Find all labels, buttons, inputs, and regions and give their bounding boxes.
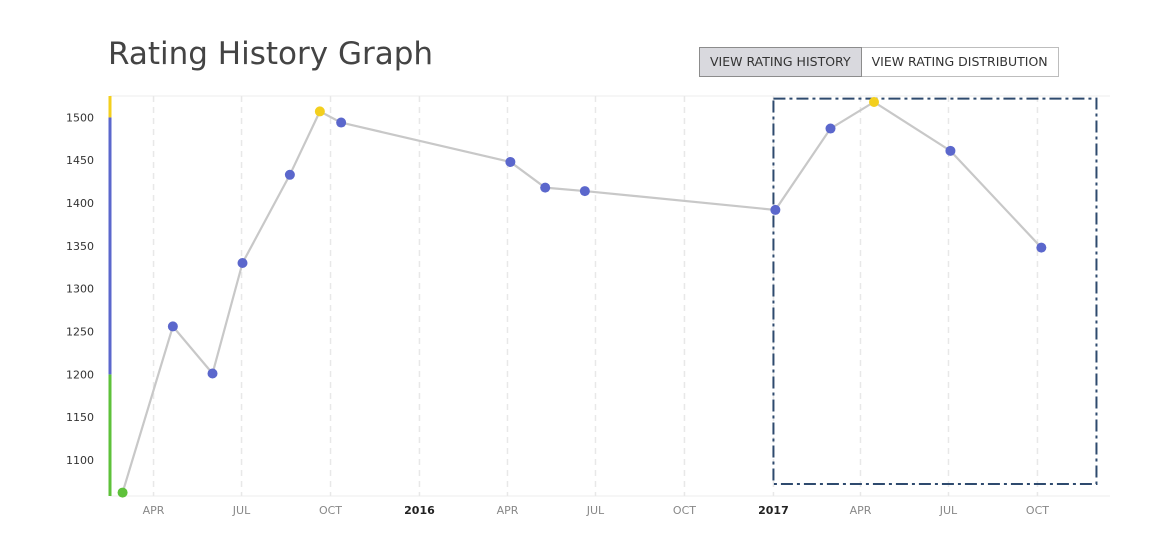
x-tick-label: APR — [143, 504, 165, 517]
data-point — [945, 145, 956, 156]
page-title: Rating History Graph — [108, 36, 434, 72]
view-rating-history-button[interactable]: VIEW RATING HISTORY — [699, 47, 862, 77]
x-tick-label: APR — [497, 504, 519, 517]
view-toggle-group: VIEW RATING HISTORY VIEW RATING DISTRIBU… — [699, 47, 1059, 77]
y-tick-label: 1200 — [66, 368, 94, 381]
y-tick-label: 1450 — [66, 154, 94, 167]
x-tick-label: OCT — [319, 504, 342, 517]
y-tick-label: 1250 — [66, 326, 94, 339]
x-tick-label: JUL — [939, 504, 958, 517]
data-point — [825, 123, 836, 134]
y-tick-label: 1150 — [66, 411, 94, 424]
data-point — [579, 186, 590, 197]
x-tick-label: 2016 — [404, 504, 435, 517]
view-rating-distribution-button[interactable]: VIEW RATING DISTRIBUTION — [861, 47, 1059, 77]
y-tick-label: 1100 — [66, 454, 94, 467]
data-point — [237, 258, 248, 269]
data-point — [540, 182, 551, 193]
data-point — [207, 368, 218, 379]
data-point — [314, 106, 325, 117]
x-tick-label: OCT — [1026, 504, 1049, 517]
y-tick-label: 1400 — [66, 197, 94, 210]
data-point — [1036, 242, 1047, 253]
data-point — [505, 156, 516, 167]
x-tick-label: JUL — [586, 504, 605, 517]
data-point — [284, 169, 295, 180]
x-tick-label: JUL — [232, 504, 251, 517]
y-tick-label: 1300 — [66, 283, 94, 296]
x-tick-label: APR — [850, 504, 872, 517]
data-point — [336, 117, 347, 128]
series-line — [121, 100, 1043, 493]
x-tick-label: 2017 — [758, 504, 789, 517]
data-point — [117, 487, 128, 498]
highlight-box — [772, 97, 1098, 486]
data-point — [167, 321, 178, 332]
y-tick-label: 1350 — [66, 240, 94, 253]
y-tick-label: 1500 — [66, 111, 94, 124]
x-tick-label: OCT — [673, 504, 696, 517]
data-point — [770, 204, 781, 215]
data-point — [869, 96, 880, 107]
